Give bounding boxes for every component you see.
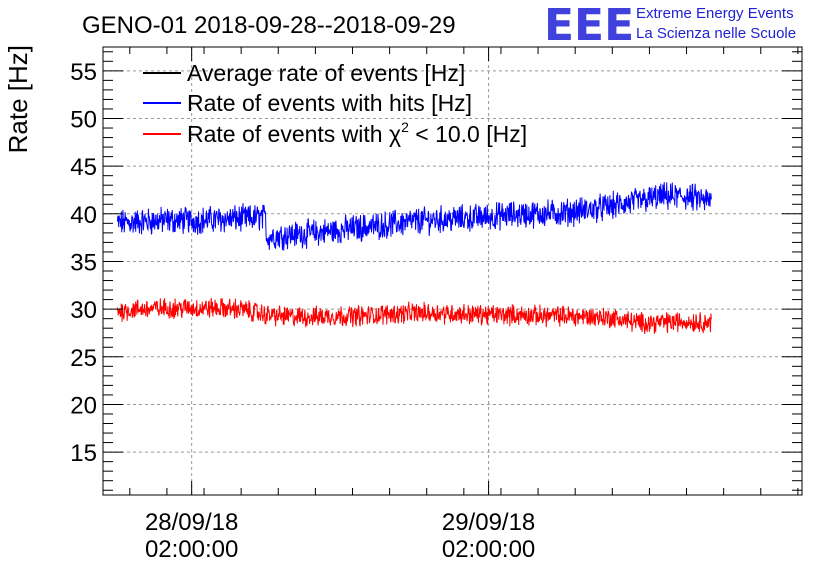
legend: Average rate of events [Hz] Rate of even… [143, 60, 527, 147]
legend-label-chi2-prefix: Rate of events with [187, 121, 389, 147]
x-tick-label-time: 02:00:00 [442, 536, 535, 563]
legend-label-chi2: Rate of events with χ2 < 10.0 [Hz] [187, 119, 527, 147]
y-tick-label: 20 [70, 392, 97, 419]
x-tick-label-date: 28/09/18 [145, 509, 238, 536]
axes [102, 46, 803, 496]
legend-label-chi2-sup: 2 [401, 119, 409, 135]
eee-logo-line1: Extreme Energy Events [636, 5, 794, 22]
series-hits-line [116, 182, 712, 251]
y-tick-label: 25 [70, 345, 97, 372]
y-tick-label: 40 [70, 202, 97, 229]
y-tick-labels: 15 20 25 30 35 40 45 50 55 [70, 59, 97, 467]
y-tick-label: 15 [70, 440, 97, 467]
y-tick-label: 30 [70, 297, 97, 324]
x-tick-label-date: 29/09/18 [442, 509, 535, 536]
legend-label-hits: Rate of events with hits [Hz] [187, 90, 472, 116]
y-tick-label: 55 [70, 59, 97, 86]
legend-label-average: Average rate of events [Hz] [187, 60, 465, 86]
x-tick-label-time: 02:00:00 [145, 536, 238, 563]
y-tick-label: 35 [70, 249, 97, 276]
eee-logo-line2: La Scienza nelle Scuole [636, 25, 796, 42]
eee-logo-letters: EEE [544, 0, 634, 51]
series-lines [116, 182, 712, 334]
y-tick-label: 50 [70, 106, 97, 133]
y-axis-label: Rate [Hz] [3, 45, 33, 153]
legend-label-chi2-symbol: χ [389, 121, 401, 147]
series-chi2-line [116, 297, 712, 334]
chart-title: GENO-01 2018-09-28--2018-09-29 [82, 12, 456, 39]
y-tick-label: 45 [70, 154, 97, 181]
legend-label-chi2-suffix: < 10.0 [Hz] [409, 121, 527, 147]
eee-logo: EEE Extreme Energy Events La Scienza nel… [544, 0, 796, 51]
